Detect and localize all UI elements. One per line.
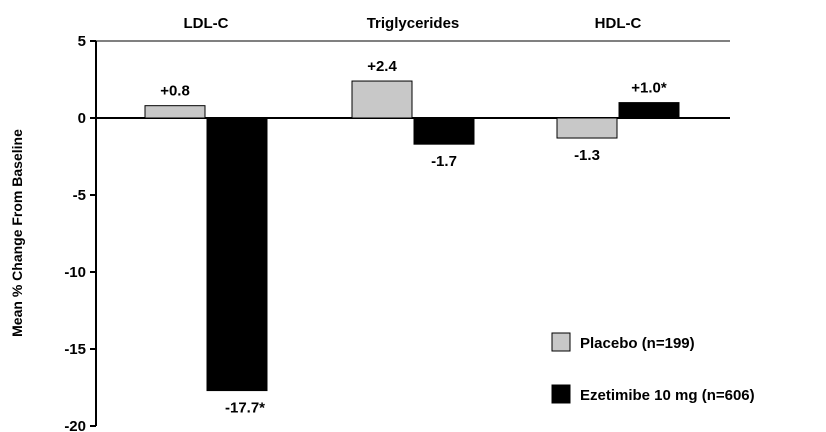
bar-placebo: [351, 80, 413, 119]
data-label: +0.8: [160, 83, 190, 100]
bar-ezetimibe: [413, 117, 475, 145]
y-tick-label: -20: [64, 418, 86, 432]
y-tick-label: -5: [73, 187, 86, 204]
data-label: +2.4: [367, 58, 397, 75]
bar-placebo: [144, 105, 206, 119]
category-label: Triglycerides: [367, 15, 460, 32]
legend-swatch: [551, 332, 571, 352]
y-tick-label: -15: [64, 341, 86, 358]
legend-label: Placebo (n=199): [580, 335, 695, 352]
legend: Placebo (n=199) Ezetimibe 10 mg (n=606): [551, 332, 755, 404]
y-axis-label: Mean % Change From Baseline: [9, 129, 25, 337]
bar-placebo: [556, 117, 618, 139]
category-label: HDL-C: [595, 15, 642, 32]
data-label: -17.7*: [225, 400, 265, 417]
bar-ezetimibe: [618, 102, 680, 119]
legend-label: Ezetimibe 10 mg (n=606): [580, 387, 755, 404]
data-label: -1.3: [574, 147, 600, 164]
y-tick-label: 5: [78, 33, 86, 50]
data-label: +1.0*: [631, 80, 667, 97]
legend-swatch: [551, 384, 571, 404]
y-tick-label: -10: [64, 264, 86, 281]
bar-ezetimibe: [206, 117, 268, 392]
y-tick-label: 0: [78, 110, 86, 127]
category-label: LDL-C: [184, 15, 229, 32]
bars-group: [144, 80, 680, 392]
labels-group: LDL-C +0.8 -17.7* Triglycerides +2.4 -1.7 HDL-…: [160, 15, 667, 417]
data-label: -1.7: [431, 153, 457, 170]
